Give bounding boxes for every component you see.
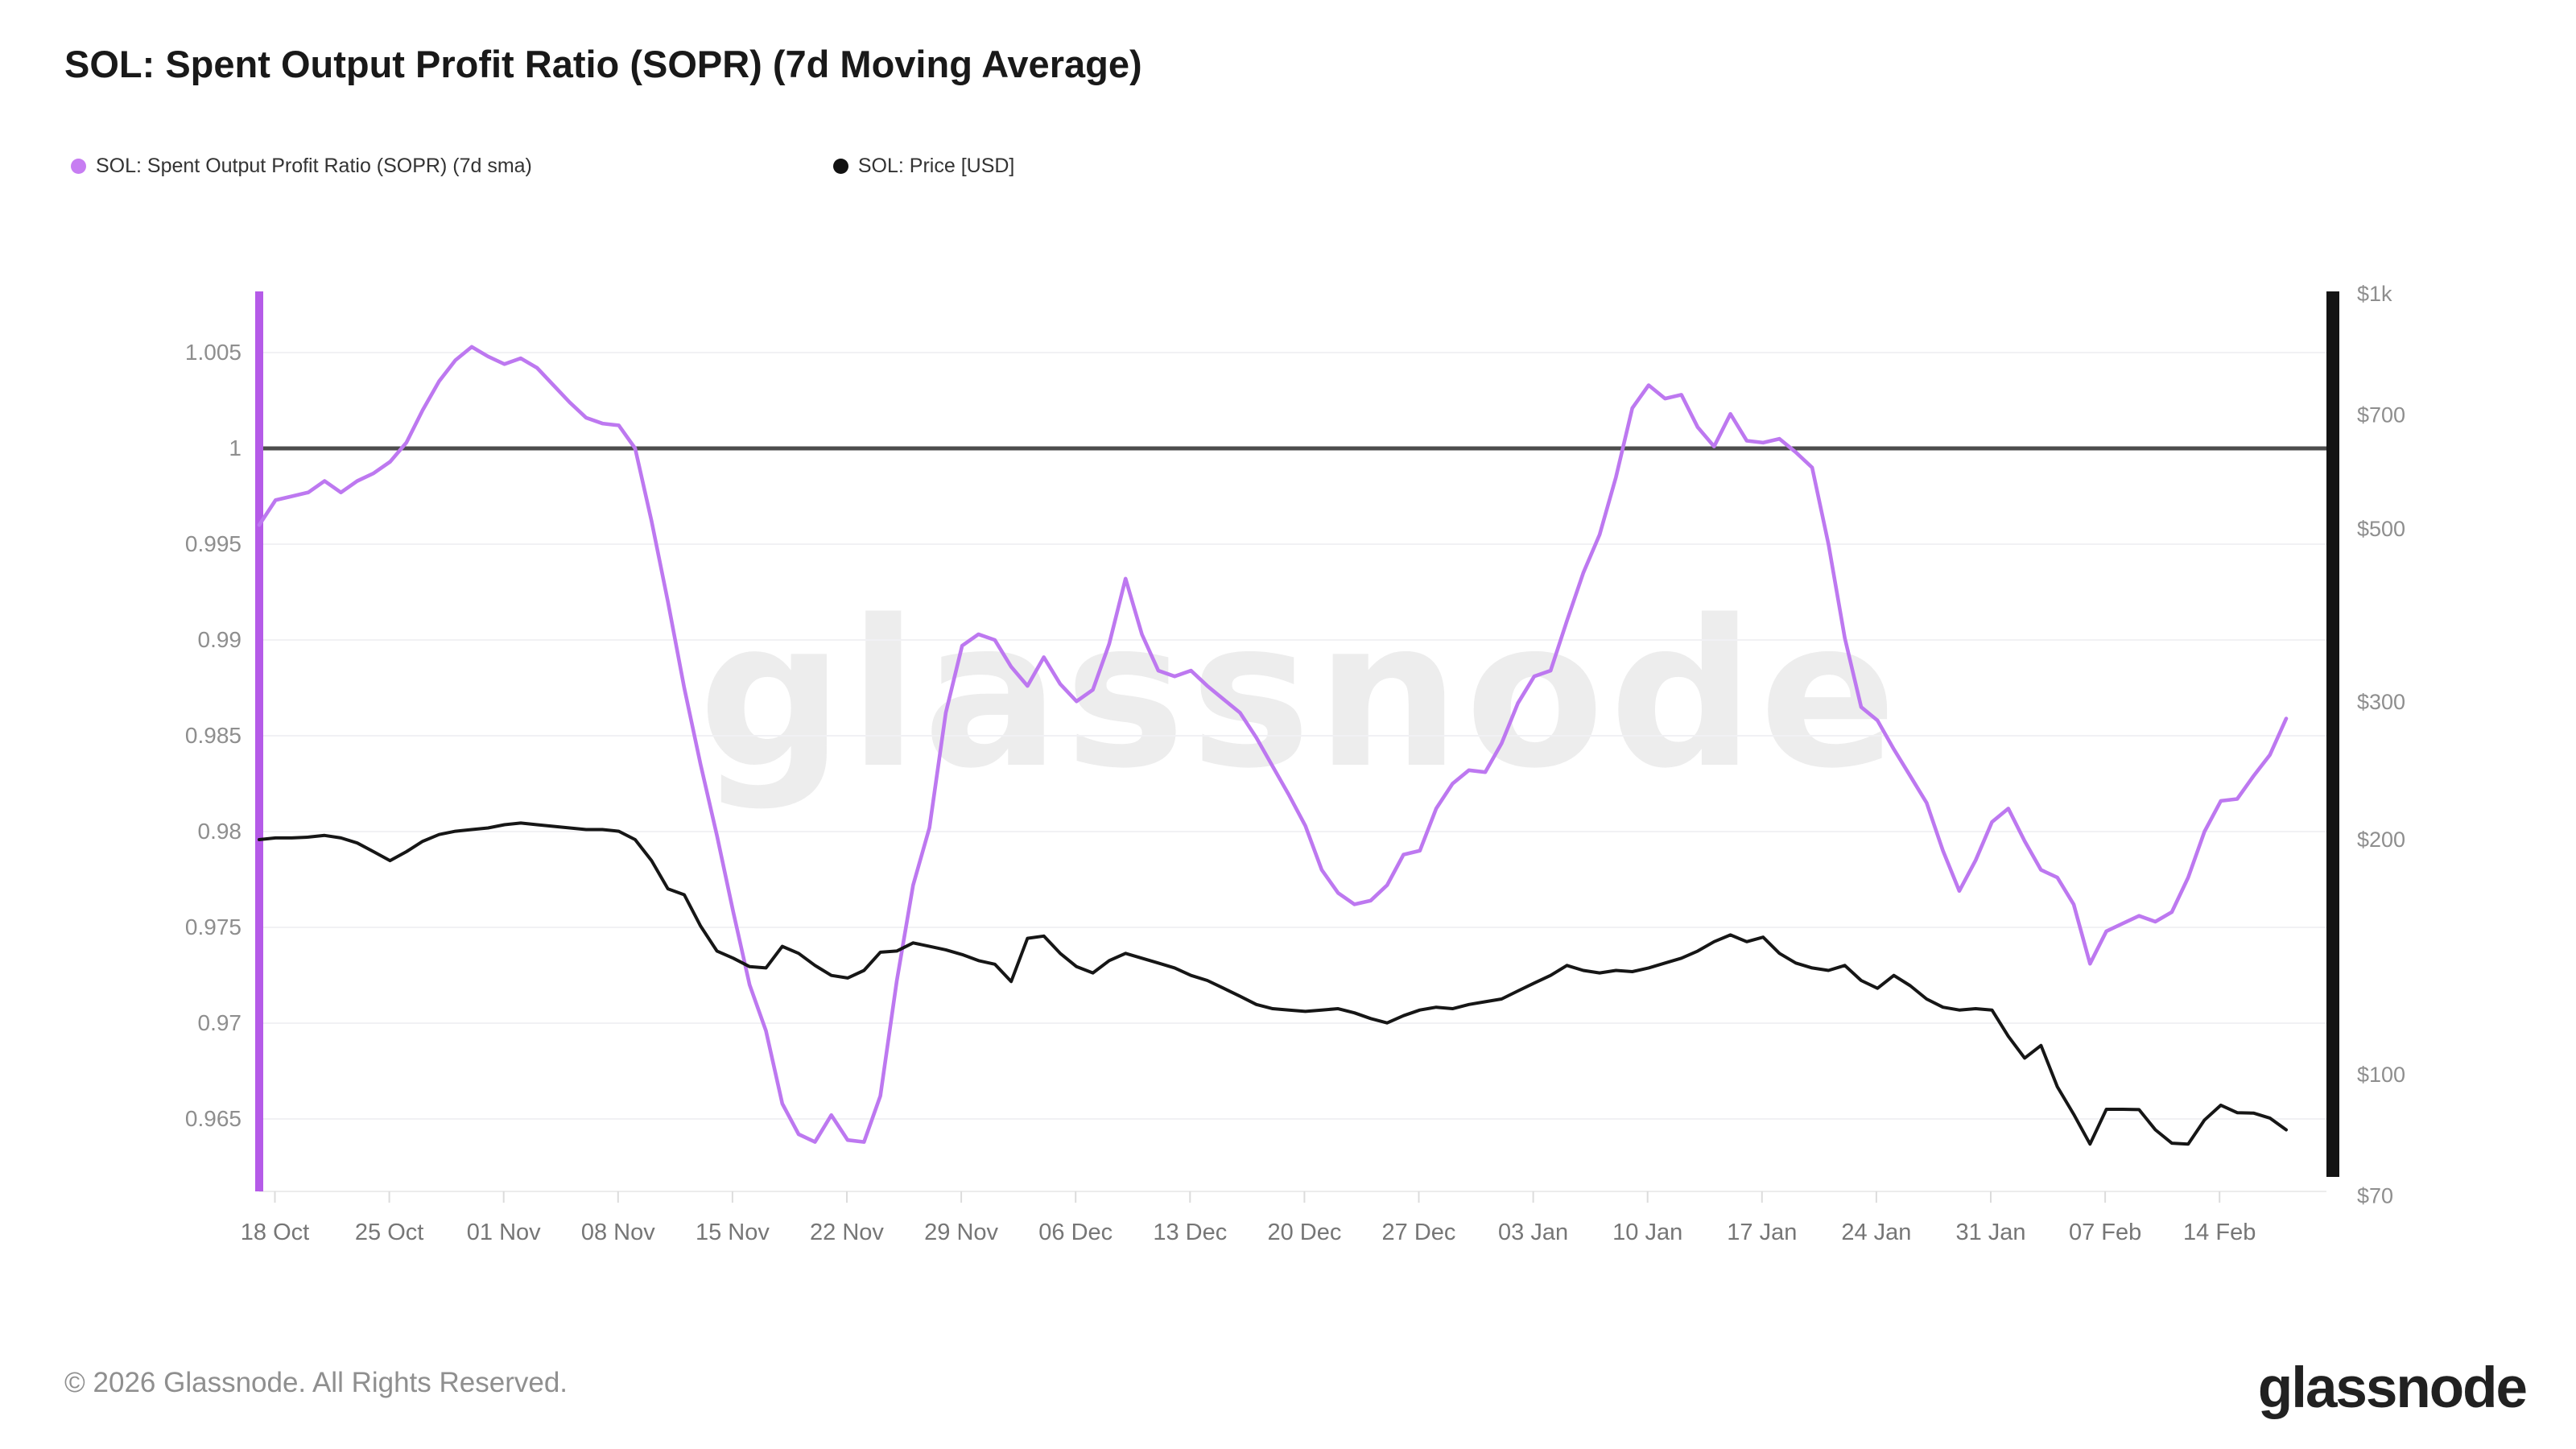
- y-right-tick-label: $100: [2357, 1063, 2405, 1087]
- y-left-tick-label: 0.99: [198, 627, 242, 652]
- x-tick-label: 24 Jan: [1841, 1220, 1911, 1245]
- x-tick-label: 18 Oct: [241, 1220, 309, 1245]
- x-tick-label: 29 Nov: [924, 1220, 998, 1245]
- x-tick-label: 03 Jan: [1498, 1220, 1568, 1245]
- x-tick-label: 31 Jan: [1955, 1220, 2025, 1245]
- legend-item-price[interactable]: SOL: Price [USD]: [832, 155, 1015, 178]
- sopr-line-series[interactable]: [257, 345, 2289, 1144]
- x-tick-label: 22 Nov: [810, 1220, 884, 1245]
- y-left-tick-label: 0.975: [185, 914, 242, 939]
- x-tick-label: 13 Dec: [1153, 1220, 1227, 1245]
- x-tick-label: 10 Jan: [1612, 1220, 1682, 1245]
- y-right-tick-label: $500: [2357, 517, 2405, 541]
- glassnode-logo: glassnode: [2257, 1356, 2528, 1420]
- page-title: SOL: Spent Output Profit Ratio (SOPR) (7…: [64, 43, 1142, 85]
- price-series-dot-icon: [832, 159, 848, 174]
- y-left-tick-label: 0.995: [185, 531, 242, 556]
- x-tick-label: 27 Dec: [1382, 1220, 1456, 1245]
- x-tick-label: 25 Oct: [355, 1220, 423, 1245]
- y-left-tick-label: 0.965: [185, 1106, 242, 1131]
- x-tick-label: 14 Feb: [2183, 1220, 2256, 1245]
- right-axis-bar: [2326, 291, 2339, 1177]
- x-tick-label: 01 Nov: [467, 1220, 541, 1245]
- y-left-tick-label: 0.97: [198, 1010, 242, 1035]
- y-left-tick-label: 1.005: [185, 340, 242, 365]
- x-tick-label: 08 Nov: [581, 1220, 655, 1245]
- copyright-text: © 2026 Glassnode. All Rights Reserved.: [64, 1367, 568, 1398]
- sopr-series-dot-icon: [71, 159, 86, 174]
- x-tick-label: 06 Dec: [1038, 1220, 1113, 1245]
- x-tick-label: 20 Dec: [1267, 1220, 1341, 1245]
- y-right-tick-label: $700: [2357, 402, 2405, 427]
- x-tick-label: 15 Nov: [696, 1220, 770, 1245]
- legend-item-label: SOL: Spent Output Profit Ratio (SOPR) (7…: [96, 155, 532, 177]
- y-left-tick-label: 0.98: [198, 819, 242, 844]
- y-right-tick-label: $200: [2357, 828, 2405, 852]
- y-right-tick-label: $300: [2357, 690, 2405, 714]
- y-left-tick-label: 1: [229, 436, 242, 460]
- legend-item-label: SOL: Price [USD]: [857, 155, 1015, 177]
- left-axis-bar: [255, 291, 263, 1191]
- x-tick-label: 17 Jan: [1727, 1220, 1797, 1245]
- glassnode-watermark: glassnode: [699, 577, 1902, 813]
- y-right-tick-label: $1k: [2357, 282, 2392, 306]
- y-right-tick-label: $70: [2357, 1183, 2393, 1208]
- legend-item-sopr[interactable]: SOL: Spent Output Profit Ratio (SOPR) (7…: [71, 155, 532, 178]
- x-tick-label: 07 Feb: [2069, 1220, 2141, 1245]
- y-left-tick-label: 0.985: [185, 723, 242, 748]
- price-line-series[interactable]: [258, 821, 2288, 1146]
- chart-legend: SOL: Spent Output Profit Ratio (SOPR) (7…: [71, 155, 1014, 178]
